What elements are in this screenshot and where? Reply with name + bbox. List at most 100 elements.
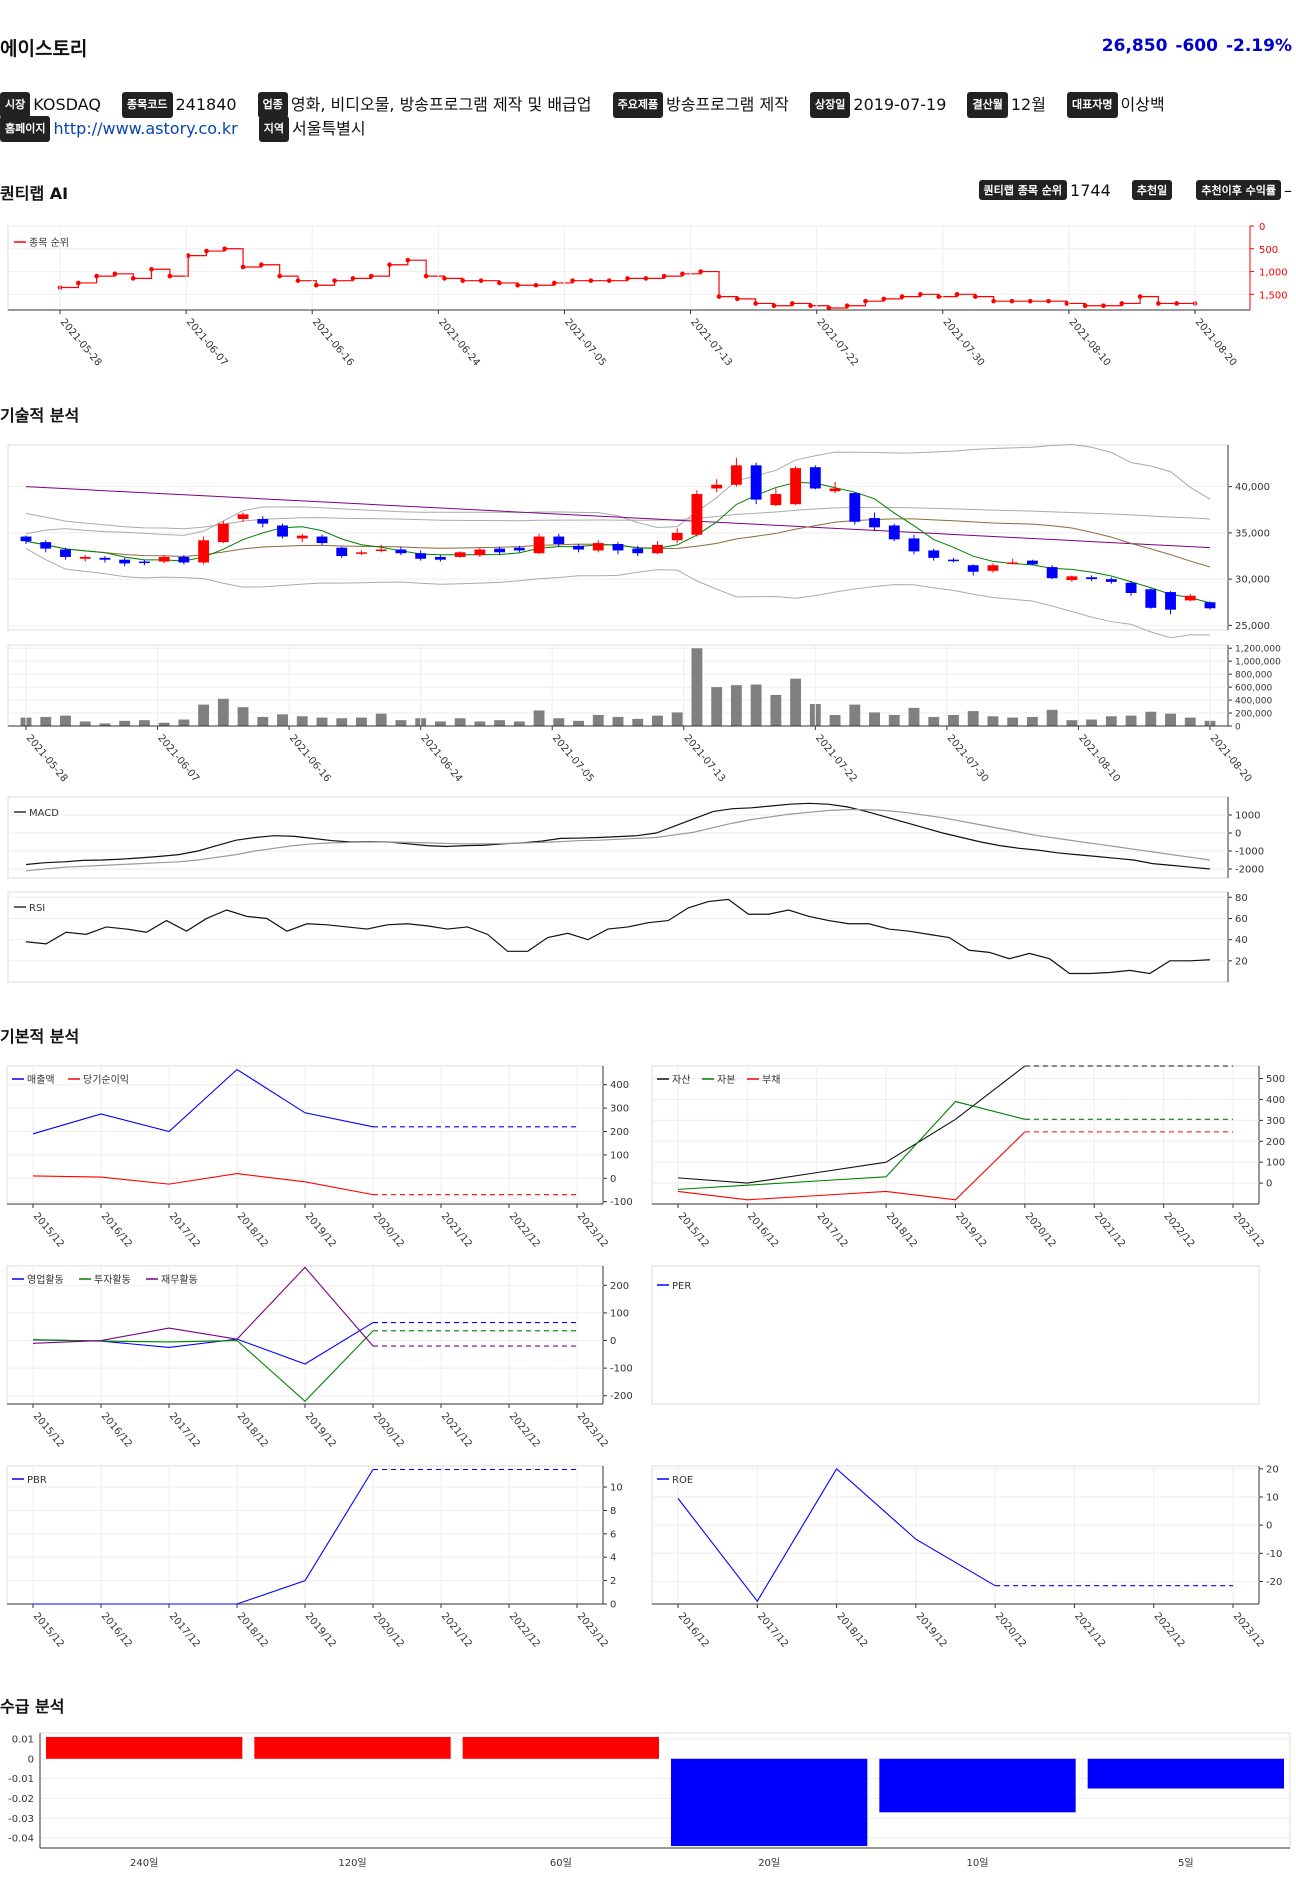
volume-bar bbox=[632, 718, 644, 726]
volume-bar bbox=[612, 716, 624, 726]
rank-point bbox=[533, 282, 539, 288]
per-frame bbox=[651, 1265, 1260, 1405]
rsi-y-tick-label: 40 bbox=[1235, 935, 1248, 946]
rank-point bbox=[460, 278, 466, 283]
assets-x-tick-label: 2022/12 bbox=[1161, 1211, 1196, 1250]
supply-x-tick-label: 120일 bbox=[338, 1857, 366, 1869]
rank-point bbox=[973, 294, 978, 299]
volume-x-tick-label: 2021-08-10 bbox=[1076, 733, 1122, 785]
fiscal-tag: 결산월 bbox=[967, 92, 1008, 118]
homepage-link[interactable]: http://www.astory.co.kr bbox=[53, 119, 238, 138]
macd-chart: -2000 -1000 0 1000 MACD bbox=[7, 796, 1264, 879]
price-y-tick-label: 30,000 bbox=[1235, 575, 1270, 586]
macd-legend-label: MACD bbox=[29, 808, 59, 819]
pbr-series-line bbox=[33, 1469, 374, 1605]
rsi-y-tick-label: 60 bbox=[1235, 914, 1248, 925]
cashflow-legend-label: 재무활동 bbox=[161, 1273, 198, 1286]
rank-point bbox=[167, 273, 173, 279]
candle-body bbox=[809, 467, 821, 489]
cashflow-x-tick-label: 2021/12 bbox=[439, 1411, 474, 1450]
rank-point bbox=[1119, 301, 1125, 306]
candle-body bbox=[671, 532, 683, 541]
candle-body bbox=[1125, 582, 1137, 593]
pbr-x-tick-label: 2019/12 bbox=[303, 1611, 338, 1650]
candle-body bbox=[217, 523, 229, 543]
volume-bar bbox=[1086, 719, 1098, 726]
supply-x-tick-label: 240일 bbox=[130, 1857, 158, 1869]
candle-body bbox=[750, 465, 762, 500]
rank-point bbox=[1046, 298, 1051, 304]
price-change-pct: -2.19% bbox=[1225, 36, 1292, 56]
rank-point bbox=[442, 276, 447, 281]
assets-x-tick-label: 2021/12 bbox=[1092, 1211, 1127, 1250]
volume-bar bbox=[99, 723, 111, 726]
volume-bar bbox=[573, 720, 584, 726]
supply-section-title: 수급 분석 bbox=[0, 1697, 65, 1716]
rank-point bbox=[94, 273, 99, 279]
rank-x-tick-label: 2021-07-30 bbox=[940, 317, 986, 369]
rank-x-tick-label: 2021-08-10 bbox=[1067, 317, 1113, 369]
fiscal-value: 12월 bbox=[1010, 95, 1046, 114]
candle-body bbox=[691, 494, 703, 535]
candle-body bbox=[277, 525, 288, 537]
rank-point bbox=[643, 276, 649, 281]
rank-point bbox=[771, 303, 777, 309]
rsi-legend-label: RSI bbox=[29, 903, 45, 914]
volume-y-tick-label: 1,200,000 bbox=[1235, 645, 1281, 655]
pbr-y-tick-label: 10 bbox=[610, 1483, 623, 1494]
rank-point bbox=[259, 262, 264, 268]
assets-y-tick-label: 200 bbox=[1266, 1137, 1285, 1148]
sales-y-tick-label: 100 bbox=[610, 1150, 629, 1161]
assets-y-tick-label: 100 bbox=[1266, 1158, 1285, 1169]
volume-bar bbox=[1066, 720, 1078, 726]
volume-x-tick-label: 2021-08-20 bbox=[1208, 733, 1254, 785]
ceo-value: 이상백 bbox=[1120, 95, 1165, 114]
candle-body bbox=[494, 548, 506, 553]
candle-body bbox=[375, 549, 387, 552]
volume-bar bbox=[730, 685, 742, 726]
roe-y-tick-label: 20 bbox=[1266, 1464, 1279, 1475]
candle-body bbox=[967, 565, 979, 572]
roe-y-tick-label: 0 bbox=[1266, 1521, 1272, 1532]
sales-y-tick-label: -100 bbox=[610, 1197, 633, 1208]
rank-point bbox=[112, 271, 118, 277]
assets-x-tick-label: 2015/12 bbox=[676, 1211, 711, 1250]
volume-bar bbox=[79, 721, 91, 726]
supply-bar bbox=[1087, 1758, 1284, 1789]
roe-chart: -20 -10 0 10 20 2016/12 2017/12 2018/12 2019/12 2… bbox=[651, 1464, 1282, 1650]
industry-value: 영화, 비디오물, 방송프로그램 제작 및 배급업 bbox=[290, 95, 592, 114]
volume-bar bbox=[454, 718, 466, 726]
supply-bar bbox=[671, 1758, 868, 1847]
roe-x-tick-label: 2022/12 bbox=[1151, 1611, 1186, 1650]
supply-x-tick-label: 10일 bbox=[967, 1857, 989, 1869]
supply-y-tick-label: -0.01 bbox=[8, 1774, 34, 1785]
volume-bar bbox=[1026, 716, 1038, 726]
rsi-frame bbox=[7, 891, 1229, 983]
market-tag: 시장 bbox=[0, 92, 31, 118]
rank-y-tick-label: 500 bbox=[1259, 245, 1278, 256]
cashflow-y-tick-label: 0 bbox=[610, 1336, 616, 1347]
candle-body bbox=[237, 514, 249, 519]
roe-x-tick-label: 2017/12 bbox=[755, 1611, 790, 1650]
volume-bar bbox=[1184, 717, 1196, 726]
volume-y-tick-label: 600,000 bbox=[1235, 684, 1272, 694]
cashflow-y-tick-label: 100 bbox=[610, 1308, 629, 1319]
rank-point bbox=[387, 262, 392, 268]
rank-point bbox=[204, 248, 209, 254]
rank-point bbox=[570, 278, 575, 283]
sales-legend-label: 매출액 bbox=[27, 1074, 55, 1086]
listing-tag: 상장일 bbox=[810, 92, 851, 118]
rank-x-tick-label: 2021-06-16 bbox=[310, 317, 356, 369]
candle-body bbox=[513, 547, 525, 551]
assets-y-tick-label: 400 bbox=[1266, 1095, 1285, 1106]
code-tag: 종목코드 bbox=[122, 92, 173, 118]
volume-bar bbox=[967, 711, 979, 726]
volume-x-tick-label: 2021-07-30 bbox=[945, 733, 991, 785]
candle-body bbox=[553, 536, 565, 544]
cashflow-x-tick-label: 2016/12 bbox=[99, 1411, 134, 1450]
stock-info-row-2: 홈페이지 http://www.astory.co.kr 지역 서울특별시 bbox=[0, 116, 382, 142]
rank-x-tick-label: 2021-06-07 bbox=[184, 317, 230, 369]
current-price: 26,850 bbox=[1101, 36, 1168, 56]
candle-body bbox=[198, 540, 210, 563]
candle-body bbox=[316, 536, 328, 544]
